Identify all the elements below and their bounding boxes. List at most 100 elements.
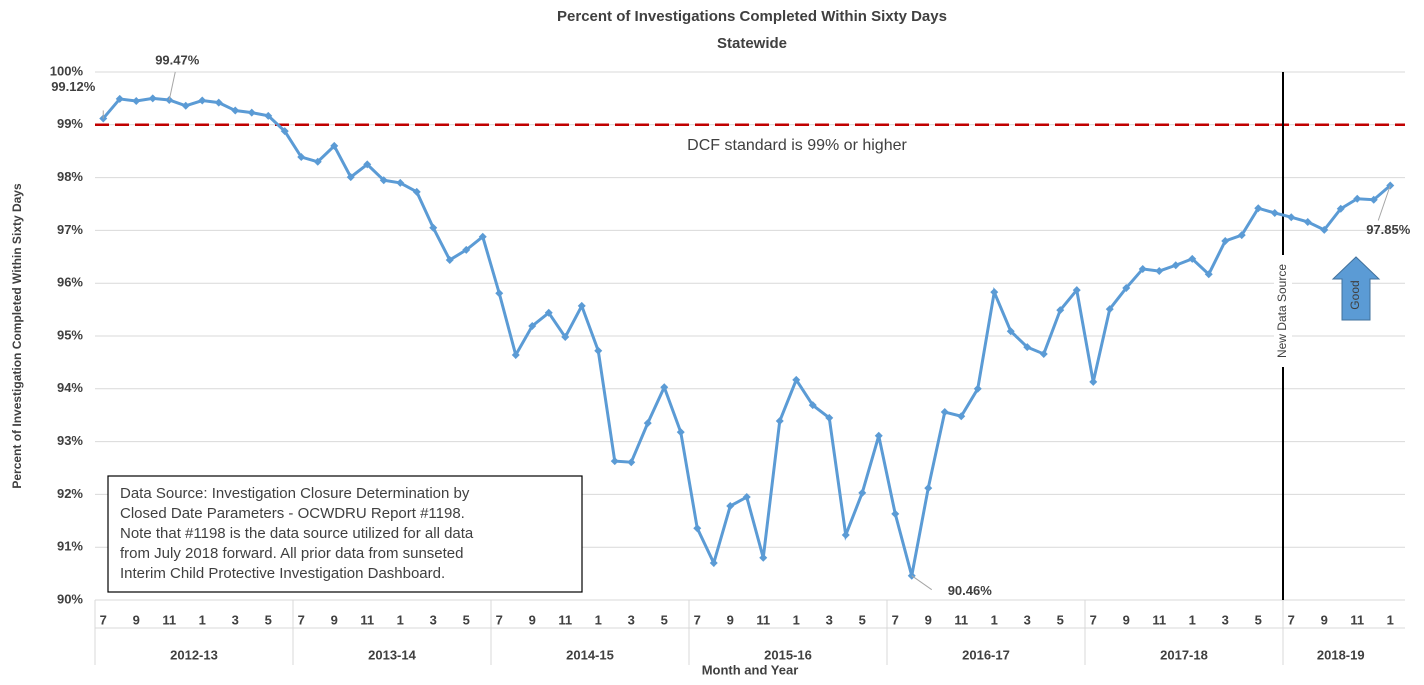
marker [825,413,834,422]
label-leader [1377,185,1391,221]
marker [198,96,207,105]
y-tick-label: 93% [57,433,83,448]
marker [742,493,751,502]
data-label: 99.47% [155,52,200,67]
x-tick-label: 7 [892,612,899,627]
marker [924,484,933,493]
marker [940,408,949,417]
x-tick-label: 1 [793,612,800,627]
marker [1072,286,1081,295]
x-tick-label: 7 [1090,612,1097,627]
x-group-label: 2016-17 [962,647,1010,662]
x-tick-label: 5 [1057,612,1064,627]
x-tick-label: 3 [232,612,239,627]
marker [1336,204,1345,213]
marker [511,351,520,360]
x-tick-label: 7 [100,612,107,627]
marker [792,375,801,384]
y-tick-label: 97% [57,222,83,237]
marker [1254,204,1263,213]
marker [1369,195,1378,204]
marker [990,288,999,297]
x-tick-label: 3 [628,612,635,627]
marker [643,419,652,428]
x-tick-label: 3 [826,612,833,627]
x-tick-label: 11 [360,612,374,627]
marker [577,301,586,310]
marker [1122,283,1131,292]
marker [495,289,504,298]
marker [1138,264,1147,273]
data-label: 99.12% [51,79,96,94]
y-tick-label: 95% [57,327,83,342]
note-box [107,475,583,593]
marker [775,417,784,426]
x-tick-label: 5 [859,612,866,627]
chart-subtitle: Statewide [717,35,787,52]
x-tick-label: 5 [1255,612,1262,627]
marker [1221,236,1230,245]
marker [1023,343,1032,352]
marker [181,101,190,110]
x-tick-label: 9 [1123,612,1130,627]
note-line: from July 2018 forward. All prior data f… [120,545,464,562]
x-tick-label: 1 [199,612,206,627]
marker [1237,231,1246,240]
marker [297,153,306,162]
marker [1353,194,1362,203]
arrow-label: Good [1348,280,1362,309]
marker [445,255,454,264]
marker [841,531,850,540]
marker [1204,270,1213,279]
x-tick-label: 11 [1350,612,1364,627]
label-leader [911,575,933,591]
marker [396,178,405,187]
marker [1171,261,1180,270]
marker [264,111,273,120]
marker [1270,208,1279,217]
marker [132,97,141,106]
y-tick-label: 90% [57,591,83,606]
x-tick-label: 1 [397,612,404,627]
marker [808,401,817,410]
x-axis-label: Month and Year [702,662,799,677]
marker [709,559,718,568]
x-tick-label: 1 [1387,612,1394,627]
x-tick-label: 1 [991,612,998,627]
x-tick-label: 7 [496,612,503,627]
x-tick-label: 3 [1024,612,1031,627]
x-group-label: 2015-16 [764,647,812,662]
x-tick-label: 9 [529,612,536,627]
x-tick-label: 7 [694,612,701,627]
marker [214,98,223,107]
note-line: Closed Date Parameters - OCWDRU Report #… [120,505,465,522]
marker [462,245,471,254]
x-tick-label: 11 [558,612,572,627]
marker [627,458,636,467]
marker [874,431,883,440]
marker [1287,213,1296,222]
marker [1320,225,1329,234]
x-tick-label: 9 [331,612,338,627]
x-tick-label: 7 [1288,612,1295,627]
marker [891,509,900,518]
marker [313,157,322,166]
marker [726,502,735,511]
marker [1105,305,1114,314]
marker [280,127,289,136]
x-group-label: 2017-18 [1160,647,1208,662]
y-tick-label: 98% [57,169,83,184]
vline-label: New Data Source [1275,264,1289,358]
marker [1039,349,1048,358]
y-axis-label: Percent of Investigation Completed Withi… [10,183,24,489]
marker [247,108,256,117]
marker [610,457,619,466]
x-tick-label: 9 [1321,612,1328,627]
marker [1089,377,1098,386]
x-group-label: 2012-13 [170,647,218,662]
arrow [1331,256,1381,321]
marker [1006,327,1015,336]
x-group-label: 2014-15 [566,647,614,662]
y-tick-label: 100% [50,63,84,78]
x-tick-label: 1 [595,612,602,627]
